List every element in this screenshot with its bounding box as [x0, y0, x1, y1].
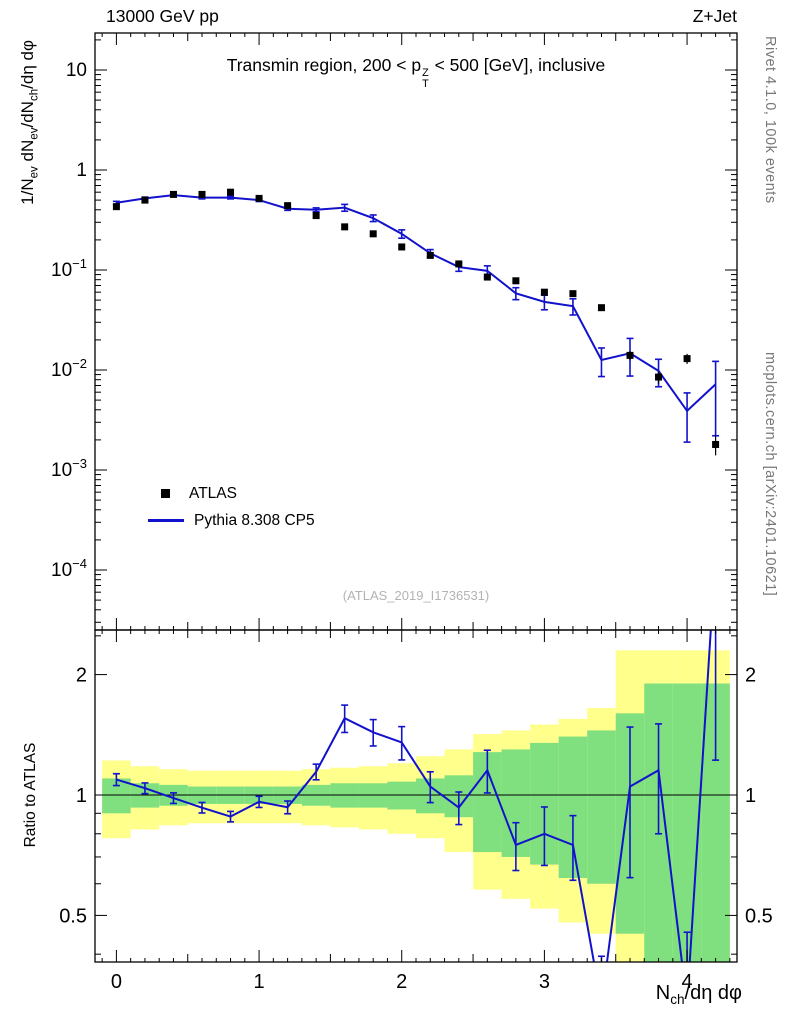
svg-text:1: 1 [254, 971, 265, 993]
x-axis-title: Nch/dη dφ [655, 982, 742, 1007]
legend-row-atlas: ATLAS [148, 480, 315, 507]
svg-text:4: 4 [682, 971, 693, 993]
svg-text:10−1: 10−1 [51, 256, 87, 281]
mcplots-arxiv-label: mcplots.cern.ch [arXiv:2401.10621] [762, 352, 778, 597]
svg-text:0.5: 0.5 [59, 905, 87, 927]
svg-text:2: 2 [745, 665, 756, 687]
legend-label-pythia: Pythia 8.308 CP5 [194, 511, 315, 529]
svg-text:3: 3 [539, 971, 550, 993]
svg-text:2: 2 [76, 665, 87, 687]
svg-text:0: 0 [111, 971, 122, 993]
axis-ticks [95, 33, 737, 962]
svg-text:10−3: 10−3 [51, 456, 87, 481]
svg-text:10−4: 10−4 [51, 556, 87, 581]
svg-text:1: 1 [76, 785, 87, 807]
ratio-panel-data [112, 630, 720, 962]
svg-text:10−2: 10−2 [51, 356, 87, 381]
svg-text:2: 2 [396, 971, 407, 993]
svg-text:10: 10 [66, 60, 87, 81]
svg-text:1: 1 [745, 785, 756, 807]
y-axis-title: 1/Nev dNev/dNch/dη dφ [18, 40, 41, 205]
pythia-line-marker-icon [148, 519, 184, 522]
process-label: Z+Jet [692, 6, 737, 26]
atlas-square-marker-icon [161, 489, 170, 498]
svg-text:1: 1 [76, 160, 87, 181]
top-panel-data [112, 188, 720, 456]
legend: ATLAS Pythia 8.308 CP5 [148, 480, 315, 534]
ratio-axis-title: Ratio to ATLAS [22, 742, 39, 848]
analysis-id-watermark: (ATLAS_2019_I1736531) [342, 588, 490, 603]
legend-row-pythia: Pythia 8.308 CP5 [148, 507, 315, 534]
tick-labels: 10 1 10−1 10−2 10−3 10−4 0.5 0.5 1 1 2 2 0 1 2 3 4 [51, 60, 773, 993]
ratio-bands [102, 650, 730, 962]
legend-label-atlas: ATLAS [189, 484, 237, 502]
svg-text:0.5: 0.5 [745, 905, 773, 927]
beam-energy-label: 13000 GeV pp [106, 6, 219, 26]
rivet-version-label: Rivet 4.1.0, 100k events [762, 36, 778, 204]
